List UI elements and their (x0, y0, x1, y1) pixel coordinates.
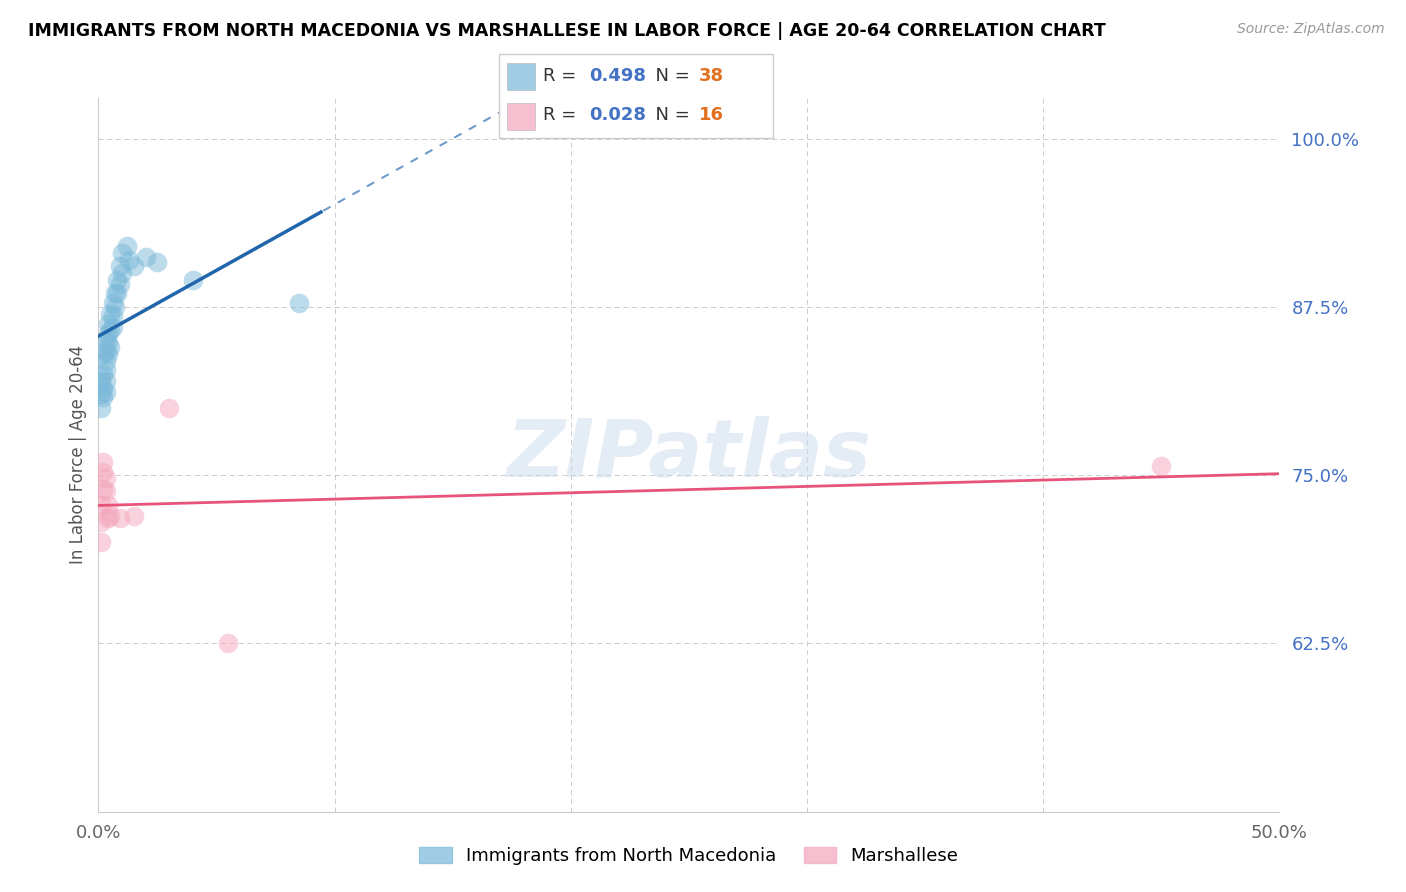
Point (122, 508, 145, 523)
FancyBboxPatch shape (499, 54, 773, 138)
Point (94, 384, 117, 399)
Point (90, 387, 112, 401)
Point (91, 455, 114, 469)
Text: 16: 16 (699, 105, 724, 123)
Point (97, 318, 120, 332)
Point (94, 353, 117, 368)
Point (122, 260, 145, 274)
Point (97, 347, 120, 361)
Legend: Immigrants from North Macedonia, Marshallese: Immigrants from North Macedonia, Marshal… (411, 838, 967, 874)
Text: R =: R = (543, 67, 582, 85)
Point (146, 255, 169, 269)
Point (135, 250, 157, 264)
Point (90, 498, 112, 512)
Point (91, 347, 114, 361)
Point (288, 295, 311, 310)
Point (97, 326, 120, 341)
Point (101, 310, 124, 324)
Point (97, 511, 120, 525)
Point (90, 374, 112, 388)
Point (118, 252, 141, 267)
Point (94, 374, 117, 388)
Text: 38: 38 (699, 67, 724, 85)
Text: R =: R = (543, 105, 582, 123)
Point (115, 239, 138, 253)
Point (90, 401, 112, 415)
Point (104, 286, 127, 301)
Point (91, 466, 114, 480)
Point (108, 511, 131, 525)
Point (1150, 458, 1173, 473)
Y-axis label: In Labor Force | Age 20-64: In Labor Force | Age 20-64 (69, 345, 87, 565)
Point (94, 471, 117, 485)
Point (157, 401, 180, 415)
Point (98, 508, 121, 523)
Point (94, 344, 117, 359)
Point (111, 266, 134, 280)
Point (105, 273, 128, 287)
Point (98, 340, 121, 354)
Point (111, 246, 134, 260)
Text: N =: N = (644, 67, 696, 85)
Point (91, 381, 114, 395)
Point (104, 300, 127, 314)
Point (97, 336, 120, 351)
Point (90, 515, 112, 529)
Point (101, 295, 124, 310)
Point (101, 320, 124, 334)
Point (108, 277, 131, 291)
Point (94, 484, 117, 499)
Text: IMMIGRANTS FROM NORTH MACEDONIA VS MARSHALLESE IN LABOR FORCE | AGE 20-64 CORREL: IMMIGRANTS FROM NORTH MACEDONIA VS MARSH… (28, 22, 1107, 40)
Text: 0.028: 0.028 (589, 105, 647, 123)
Point (105, 286, 128, 301)
Point (181, 273, 204, 287)
Point (90, 535, 112, 549)
FancyBboxPatch shape (508, 62, 534, 90)
Point (91, 367, 114, 381)
FancyBboxPatch shape (508, 103, 534, 130)
Text: N =: N = (644, 105, 696, 123)
Point (91, 390, 114, 404)
Point (108, 260, 131, 274)
Point (217, 636, 239, 650)
Text: ZIPatlas: ZIPatlas (506, 416, 872, 494)
Point (98, 307, 121, 321)
Point (94, 363, 117, 377)
Point (97, 498, 120, 512)
Text: Source: ZipAtlas.com: Source: ZipAtlas.com (1237, 22, 1385, 37)
Point (98, 323, 121, 337)
Point (91, 482, 114, 496)
Point (94, 334, 117, 348)
Text: 0.498: 0.498 (589, 67, 647, 85)
